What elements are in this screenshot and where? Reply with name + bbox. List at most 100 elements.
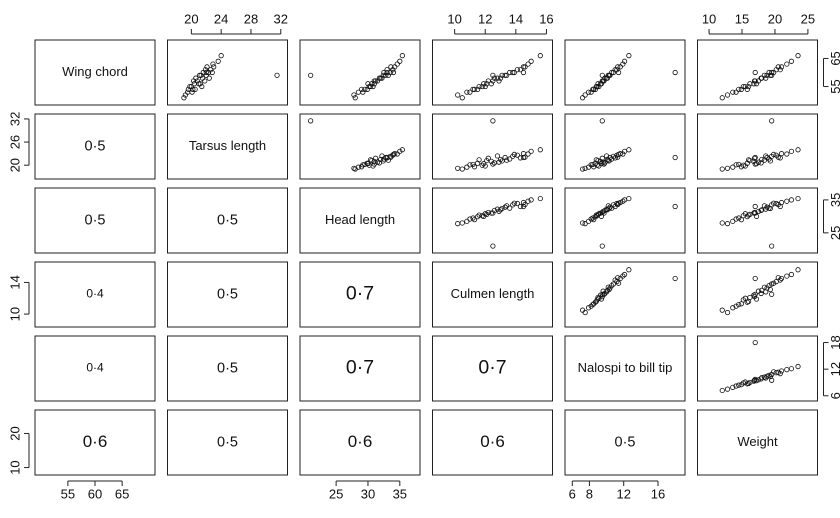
panel-frame [299,113,421,180]
point [399,53,405,59]
point [598,81,605,87]
point [763,289,769,295]
correlation: 0·7 [346,357,374,379]
point [490,72,496,78]
point [582,221,588,227]
variable-label: Nalospi to bill tip [578,360,673,375]
point [752,376,758,382]
point [360,89,366,95]
point [615,200,622,206]
point [496,78,502,84]
point [742,295,748,301]
point [778,151,785,157]
point [464,218,470,224]
point [599,243,605,249]
panel-frame [432,261,553,328]
point [759,156,765,163]
panel-frame [697,409,818,476]
x-tick-label: 8 [586,486,593,501]
point [384,67,390,73]
point [482,211,488,217]
panel-frame [564,39,686,106]
panel-frame [564,261,686,328]
point [761,284,768,290]
point [602,160,608,166]
point [753,213,760,219]
point [482,83,488,90]
point [733,383,739,389]
point [615,69,622,76]
point [588,89,594,95]
point [591,301,597,307]
panel-frame [697,261,818,328]
point [724,165,731,171]
point [380,158,386,164]
point [471,217,478,223]
point [471,164,478,170]
point [364,86,370,92]
point [525,198,531,204]
point [771,280,777,286]
point [379,75,385,81]
point [733,89,739,95]
point [528,197,534,203]
panel-frame [34,113,156,180]
point [388,64,394,70]
point [752,203,758,210]
point [592,86,599,92]
point [596,211,602,217]
point [598,213,605,219]
point [596,295,602,301]
point [484,81,490,87]
point [592,299,599,305]
point [365,81,371,87]
point [537,195,543,202]
point [736,301,742,308]
point [769,69,775,76]
panel-frame [34,261,156,328]
point [397,58,403,64]
point [761,374,768,380]
point [517,67,524,73]
panel-frame [697,113,818,180]
x-tick-label: 28 [244,11,258,26]
point [593,212,599,218]
point [599,155,605,161]
correlation: 0·6 [348,432,373,451]
point [582,165,588,171]
point [626,53,632,59]
point [719,387,725,394]
point [490,243,496,249]
point [784,198,790,204]
point [190,78,197,84]
point [497,156,504,163]
point [528,58,534,64]
point [464,89,470,95]
point [606,286,612,293]
point [528,148,534,154]
point [194,78,200,84]
point [788,197,795,203]
x-tick-label: 6 [569,486,576,501]
point [724,386,731,392]
point [620,198,626,204]
point [672,69,678,76]
point [761,203,768,209]
point [379,153,385,159]
point [499,205,505,212]
point [537,53,543,59]
point [499,72,505,78]
point [197,81,203,87]
point [620,61,626,67]
point [218,53,224,59]
panel-frame [167,113,288,180]
panel-frame [299,261,421,328]
correlation: 0·5 [217,434,238,450]
point [491,160,498,166]
point [752,291,758,297]
point [204,64,210,70]
point [520,69,527,76]
point [455,92,461,98]
panel-frame [697,187,818,254]
